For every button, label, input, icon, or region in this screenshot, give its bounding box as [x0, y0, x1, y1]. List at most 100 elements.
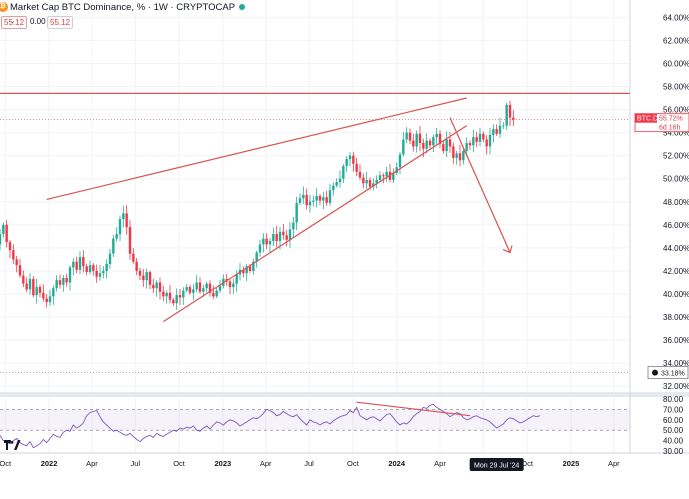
rsi-divergence-line[interactable] [356, 401, 471, 417]
candle [355, 163, 358, 172]
candle [375, 179, 378, 184]
candle [45, 298, 48, 303]
candle [242, 269, 245, 274]
candle [32, 279, 35, 296]
candle [52, 288, 55, 297]
candle [365, 179, 368, 184]
candle [158, 282, 162, 292]
candle [482, 133, 485, 140]
candle [412, 140, 415, 147]
rsi-line [0, 403, 541, 449]
candle [38, 287, 42, 293]
candle [132, 253, 135, 262]
candle [368, 179, 372, 187]
candle [435, 133, 438, 138]
candle [55, 280, 58, 289]
candle [252, 261, 255, 271]
candle [295, 202, 298, 223]
candle [342, 166, 345, 179]
candle [265, 238, 268, 245]
candle [468, 142, 472, 146]
candle [8, 242, 12, 251]
time-axis-tick-label: Oct [521, 459, 534, 468]
candle [215, 290, 218, 297]
time-axis-tick-label: 2025 [563, 459, 580, 468]
candle [418, 133, 422, 143]
crosshair-date-text: Mon 29 Jul '24 [474, 463, 519, 470]
candle [205, 283, 208, 289]
projection-arrow-line[interactable] [449, 117, 511, 253]
wedge-lower-trendline[interactable] [163, 125, 467, 323]
price-badge-symbol-bg [635, 113, 657, 123]
candle [258, 244, 262, 253]
time-axis-tick-label: 2023 [215, 459, 232, 468]
candle [348, 155, 352, 160]
projection-arrowhead [502, 245, 513, 254]
candle [68, 267, 72, 283]
candle [198, 282, 202, 292]
time-axis-tick-label: Apr [608, 459, 620, 468]
candle [452, 146, 455, 158]
pane-separator [0, 392, 689, 397]
price-axis-tick-label: 34.00% [663, 359, 689, 368]
candle [92, 265, 95, 271]
candle [305, 194, 308, 206]
price-axis-tick-label: 56.00% [663, 106, 689, 115]
candle [445, 139, 448, 152]
candle [185, 287, 188, 291]
price-axis-tick-label: 50.00% [663, 175, 689, 184]
candle [395, 167, 398, 173]
candle [272, 234, 275, 241]
candle [35, 287, 38, 296]
candle [338, 178, 342, 183]
candle [462, 151, 465, 161]
candle [165, 292, 168, 297]
candle [178, 295, 182, 298]
candle [188, 287, 192, 293]
price-axis-tick-label: 60.00% [663, 59, 689, 68]
price-badge-countdown: 6d 16h [659, 125, 681, 132]
time-axis-tick-label: Apr [86, 459, 98, 468]
candle [218, 285, 222, 291]
candle [478, 133, 482, 142]
candle [402, 139, 405, 155]
candle [25, 283, 28, 290]
candle [385, 171, 388, 177]
price-chip-right[interactable]: 55.12 [47, 16, 74, 29]
candle [2, 224, 5, 235]
candle [495, 129, 498, 134]
candle [162, 291, 165, 297]
time-axis-tick-label: Oct [0, 459, 12, 468]
candle [398, 154, 402, 168]
candle [82, 257, 85, 267]
candle [245, 266, 248, 274]
candle [28, 279, 32, 290]
candle [372, 183, 375, 187]
candle [275, 234, 278, 241]
candle [62, 277, 65, 285]
candle [415, 133, 418, 147]
candle [172, 299, 175, 304]
price-axis-tick-label: 54.00% [663, 129, 689, 138]
price-chip-left[interactable]: 55.12 [1, 16, 28, 29]
candle [145, 272, 148, 281]
candle [282, 231, 285, 236]
candle [465, 142, 468, 152]
candle [175, 295, 178, 304]
candle [182, 290, 185, 298]
time-axis-tick-label: Oct [347, 459, 360, 468]
candle [12, 250, 15, 260]
candle [298, 198, 302, 203]
price-badge-symbol-text: BTC.D [637, 116, 658, 123]
candle [345, 159, 348, 167]
chevron-down-icon[interactable]: ⌄ [9, 16, 16, 25]
candle [455, 153, 458, 158]
wedge-upper-trendline[interactable] [46, 97, 467, 201]
candle [88, 265, 92, 273]
price-axis-tick-label: 32.00% [663, 382, 689, 391]
candle [232, 283, 235, 288]
candle [362, 177, 365, 184]
candle [318, 196, 322, 201]
candle [118, 219, 122, 235]
